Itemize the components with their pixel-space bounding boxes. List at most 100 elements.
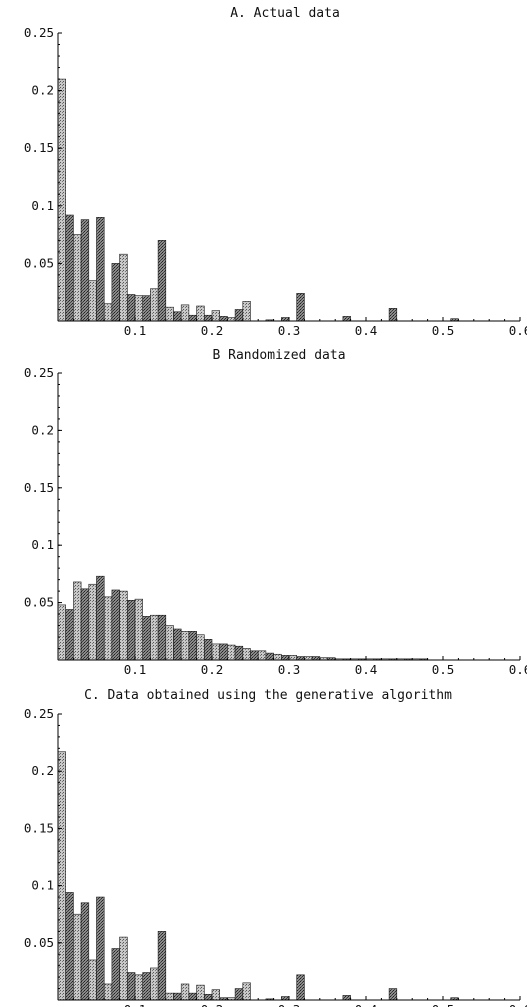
histogram-bar (343, 316, 351, 321)
histogram-bar (266, 653, 274, 660)
x-tick-label: 0.2 (201, 1002, 224, 1007)
histogram-bar (297, 657, 305, 660)
panel-a-title: A. Actual data (230, 6, 340, 21)
y-tick-label: 0.25 (24, 25, 54, 40)
x-tick-label: 0.2 (201, 323, 224, 338)
y-tick-label: 0.1 (31, 878, 54, 893)
histogram-bar (243, 983, 251, 1000)
histogram-bar (189, 993, 197, 1000)
histogram-bar (112, 263, 120, 321)
histogram-bar (89, 584, 97, 660)
histogram-bar (135, 599, 143, 660)
x-tick-label: 0.5 (432, 662, 455, 677)
histogram-bar (104, 984, 112, 1000)
x-tick-label: 0.3 (278, 662, 301, 677)
histogram-bar (281, 655, 289, 660)
y-tick-label: 0.2 (31, 83, 54, 98)
histogram-bar (220, 316, 228, 321)
histogram-bar (58, 79, 66, 321)
histogram-bar (212, 990, 220, 1000)
x-tick-label: 0.1 (124, 323, 147, 338)
y-tick-label: 0.25 (24, 706, 54, 721)
histogram-bar (166, 993, 174, 1000)
histogram-bar (127, 295, 135, 322)
histogram-bar (389, 308, 397, 321)
histogram-bar (135, 296, 143, 321)
y-tick-label: 0.15 (24, 480, 54, 495)
histogram-bar (135, 975, 143, 1000)
histogram-bar (112, 590, 120, 660)
histogram-bar (204, 994, 212, 1000)
histogram-bar (112, 949, 120, 1000)
histogram-bar (81, 903, 89, 1000)
histogram-bar (81, 589, 89, 660)
histogram-bar (189, 631, 197, 660)
histogram-bar (127, 973, 135, 1000)
histogram-bar (212, 644, 220, 660)
histogram-bar (297, 975, 305, 1000)
histogram-bar (174, 993, 182, 1000)
histogram-bar (58, 752, 66, 1000)
y-tick-label: 0.2 (31, 422, 54, 437)
y-tick-label: 0.2 (31, 763, 54, 778)
histogram-bar (243, 649, 251, 660)
histogram-bar (389, 989, 397, 1000)
y-tick-label: 0.25 (24, 365, 54, 380)
y-tick-label: 0.1 (31, 537, 54, 552)
x-tick-label: 0.3 (278, 323, 301, 338)
histogram-bar (120, 591, 128, 660)
histogram-bar (89, 960, 97, 1000)
histogram-bar (243, 301, 251, 321)
panel-b: B Randomized data 0.05 0.1 0.15 0.2 0.25 0.1 0… (24, 348, 527, 677)
histogram-bar (150, 615, 158, 660)
x-tick-label: 0.4 (355, 662, 378, 677)
histogram-bar (158, 931, 166, 1000)
histogram-bar (204, 639, 212, 660)
histogram-bar (104, 304, 112, 321)
panel-a-plot: 0.05 0.1 0.15 0.2 0.25 0.1 0.2 0.3 0.4 0.5 0.6 (24, 25, 527, 338)
histogram-bar (97, 576, 105, 660)
histogram-bar (174, 629, 182, 660)
histogram-bar (204, 315, 212, 321)
x-tick-label: 0.1 (124, 1002, 147, 1007)
y-tick-label: 0.1 (31, 198, 54, 213)
panel-c-plot: 0.05 0.1 0.15 0.2 0.25 0.1 0.2 0.3 0.4 0.5 0.6 (24, 706, 527, 1007)
histogram-bar (197, 985, 205, 1000)
histogram-bar (120, 937, 128, 1000)
histogram-bar (181, 984, 189, 1000)
x-tick-label: 0.4 (355, 1002, 378, 1007)
x-tick-label: 0.1 (124, 662, 147, 677)
histogram-bar (73, 914, 81, 1000)
histogram-bar (104, 597, 112, 660)
histogram-bar (258, 651, 266, 660)
histogram-bar (158, 240, 166, 321)
y-tick-label: 0.05 (24, 595, 54, 610)
panel-b-title: B Randomized data (212, 348, 345, 363)
y-tick-label: 0.15 (24, 820, 54, 835)
histogram-bar (143, 296, 151, 321)
histogram-bar (66, 892, 74, 1000)
histogram-bar (120, 254, 128, 321)
histogram-bar (281, 997, 289, 1000)
histogram-bar (343, 995, 351, 1000)
histogram-bar (227, 318, 235, 321)
histogram-bar (235, 989, 243, 1000)
x-tick-label: 0.2 (201, 662, 224, 677)
panel-c-title: C. Data obtained using the generative al… (84, 688, 452, 703)
histogram-bar (227, 645, 235, 660)
x-tick-label: 0.6 (509, 1002, 527, 1007)
x-tick-label: 0.6 (509, 662, 527, 677)
y-tick-label: 0.15 (24, 140, 54, 155)
histogram-bar (197, 306, 205, 321)
histogram-bar (297, 293, 305, 321)
histogram-bar (251, 651, 259, 660)
histogram-bar (235, 309, 243, 321)
histogram-bar (66, 215, 74, 321)
histogram-bar (281, 318, 289, 321)
histogram-bar (174, 312, 182, 321)
histogram-bar (66, 609, 74, 660)
y-tick-label: 0.05 (24, 255, 54, 270)
x-tick-label: 0.5 (432, 323, 455, 338)
histogram-bar (150, 968, 158, 1000)
